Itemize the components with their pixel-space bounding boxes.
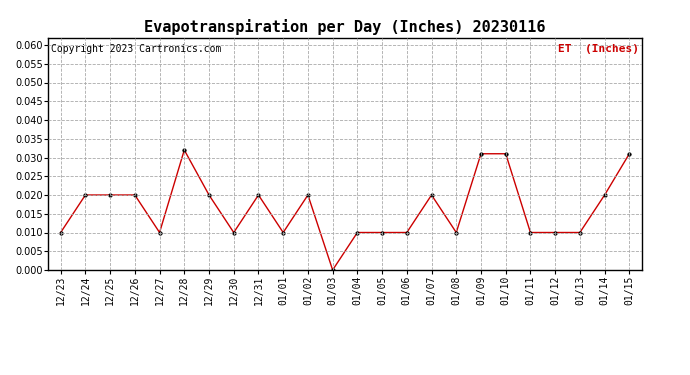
Title: Evapotranspiration per Day (Inches) 20230116: Evapotranspiration per Day (Inches) 2023… xyxy=(144,19,546,35)
Text: ET  (Inches): ET (Inches) xyxy=(558,45,639,54)
Text: Copyright 2023 Cartronics.com: Copyright 2023 Cartronics.com xyxy=(51,45,221,54)
